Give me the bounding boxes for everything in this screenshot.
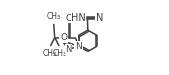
Text: N: N [96, 13, 103, 23]
Text: O: O [66, 14, 73, 23]
Text: N: N [65, 45, 72, 54]
Text: N: N [75, 42, 82, 51]
Text: O: O [60, 33, 67, 42]
Text: CH₃: CH₃ [52, 49, 67, 58]
Text: CH₃: CH₃ [46, 12, 61, 21]
Text: HN: HN [71, 13, 86, 23]
Text: CH₃: CH₃ [43, 49, 57, 58]
